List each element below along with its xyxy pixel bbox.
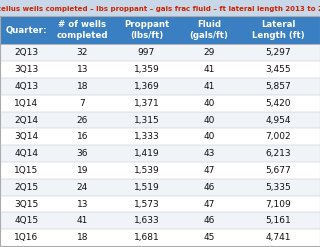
- Text: Fluid
(gals/ft): Fluid (gals/ft): [189, 21, 228, 40]
- Text: 47: 47: [203, 200, 214, 208]
- Text: 45: 45: [203, 233, 214, 242]
- Text: 4Q15: 4Q15: [14, 216, 38, 225]
- Text: 5,857: 5,857: [266, 82, 291, 91]
- Text: 7,109: 7,109: [266, 200, 291, 208]
- Text: Marcellus wells completed – lbs proppant – gals frac fluid – ft lateral length 2: Marcellus wells completed – lbs proppant…: [0, 6, 320, 12]
- Bar: [0, 112, 320, 128]
- Text: 41: 41: [77, 216, 88, 225]
- Text: 2Q13: 2Q13: [14, 48, 38, 57]
- Text: 997: 997: [138, 48, 155, 57]
- Text: 1,539: 1,539: [133, 166, 159, 175]
- Text: 4Q14: 4Q14: [14, 149, 38, 158]
- Text: 5,161: 5,161: [266, 216, 291, 225]
- Bar: [0, 162, 320, 179]
- Bar: [0, 128, 320, 145]
- Text: 1,633: 1,633: [133, 216, 159, 225]
- Text: 4Q13: 4Q13: [14, 82, 38, 91]
- Bar: [0, 44, 320, 61]
- Text: 40: 40: [203, 132, 214, 141]
- Text: 18: 18: [77, 82, 88, 91]
- Text: 2Q15: 2Q15: [14, 183, 38, 192]
- Text: 47: 47: [203, 166, 214, 175]
- Text: Quarter:: Quarter:: [6, 26, 47, 35]
- Text: 5,677: 5,677: [266, 166, 291, 175]
- Text: 46: 46: [203, 216, 214, 225]
- Bar: [0, 61, 320, 78]
- Text: 40: 40: [203, 116, 214, 124]
- Text: 1Q15: 1Q15: [14, 166, 38, 175]
- Text: 13: 13: [77, 200, 88, 208]
- Text: 3Q14: 3Q14: [14, 132, 38, 141]
- Text: 1,359: 1,359: [133, 65, 159, 74]
- Text: 2Q14: 2Q14: [14, 116, 38, 124]
- Bar: [0, 145, 320, 162]
- Text: # of wells
completed: # of wells completed: [57, 21, 108, 40]
- Text: 13: 13: [77, 65, 88, 74]
- Text: 46: 46: [203, 183, 214, 192]
- Text: 1,369: 1,369: [133, 82, 159, 91]
- Text: 1Q14: 1Q14: [14, 99, 38, 108]
- Text: 1,315: 1,315: [133, 116, 159, 124]
- Bar: [0, 16, 320, 44]
- Bar: [0, 179, 320, 196]
- Text: 36: 36: [77, 149, 88, 158]
- Text: 1,519: 1,519: [133, 183, 159, 192]
- Text: 3Q13: 3Q13: [14, 65, 38, 74]
- Text: Lateral
Length (ft): Lateral Length (ft): [252, 21, 305, 40]
- Text: 5,335: 5,335: [266, 183, 291, 192]
- Text: 7: 7: [80, 99, 85, 108]
- Text: 29: 29: [203, 48, 214, 57]
- Text: 32: 32: [77, 48, 88, 57]
- Text: 7,002: 7,002: [266, 132, 291, 141]
- Text: 19: 19: [77, 166, 88, 175]
- Text: 40: 40: [203, 99, 214, 108]
- Text: 43: 43: [203, 149, 214, 158]
- Text: 1Q16: 1Q16: [14, 233, 38, 242]
- Text: 6,213: 6,213: [266, 149, 291, 158]
- Text: 18: 18: [77, 233, 88, 242]
- Text: 3,455: 3,455: [266, 65, 291, 74]
- Bar: [0, 196, 320, 212]
- Text: 1,573: 1,573: [133, 200, 159, 208]
- Text: 5,297: 5,297: [266, 48, 291, 57]
- Text: 16: 16: [77, 132, 88, 141]
- Text: 1,419: 1,419: [133, 149, 159, 158]
- Text: 4,741: 4,741: [266, 233, 291, 242]
- Text: 1,333: 1,333: [133, 132, 159, 141]
- Bar: [0, 95, 320, 112]
- Bar: [0, 212, 320, 229]
- Text: 41: 41: [203, 82, 214, 91]
- Text: 41: 41: [203, 65, 214, 74]
- Text: 3Q15: 3Q15: [14, 200, 38, 208]
- Text: Proppant
(lbs/ft): Proppant (lbs/ft): [124, 21, 169, 40]
- Text: 26: 26: [77, 116, 88, 124]
- Bar: [0, 229, 320, 246]
- Bar: [0, 78, 320, 95]
- Text: 4,954: 4,954: [266, 116, 291, 124]
- Text: 1,371: 1,371: [133, 99, 159, 108]
- Text: 1,681: 1,681: [133, 233, 159, 242]
- Text: 5,420: 5,420: [266, 99, 291, 108]
- Text: 24: 24: [77, 183, 88, 192]
